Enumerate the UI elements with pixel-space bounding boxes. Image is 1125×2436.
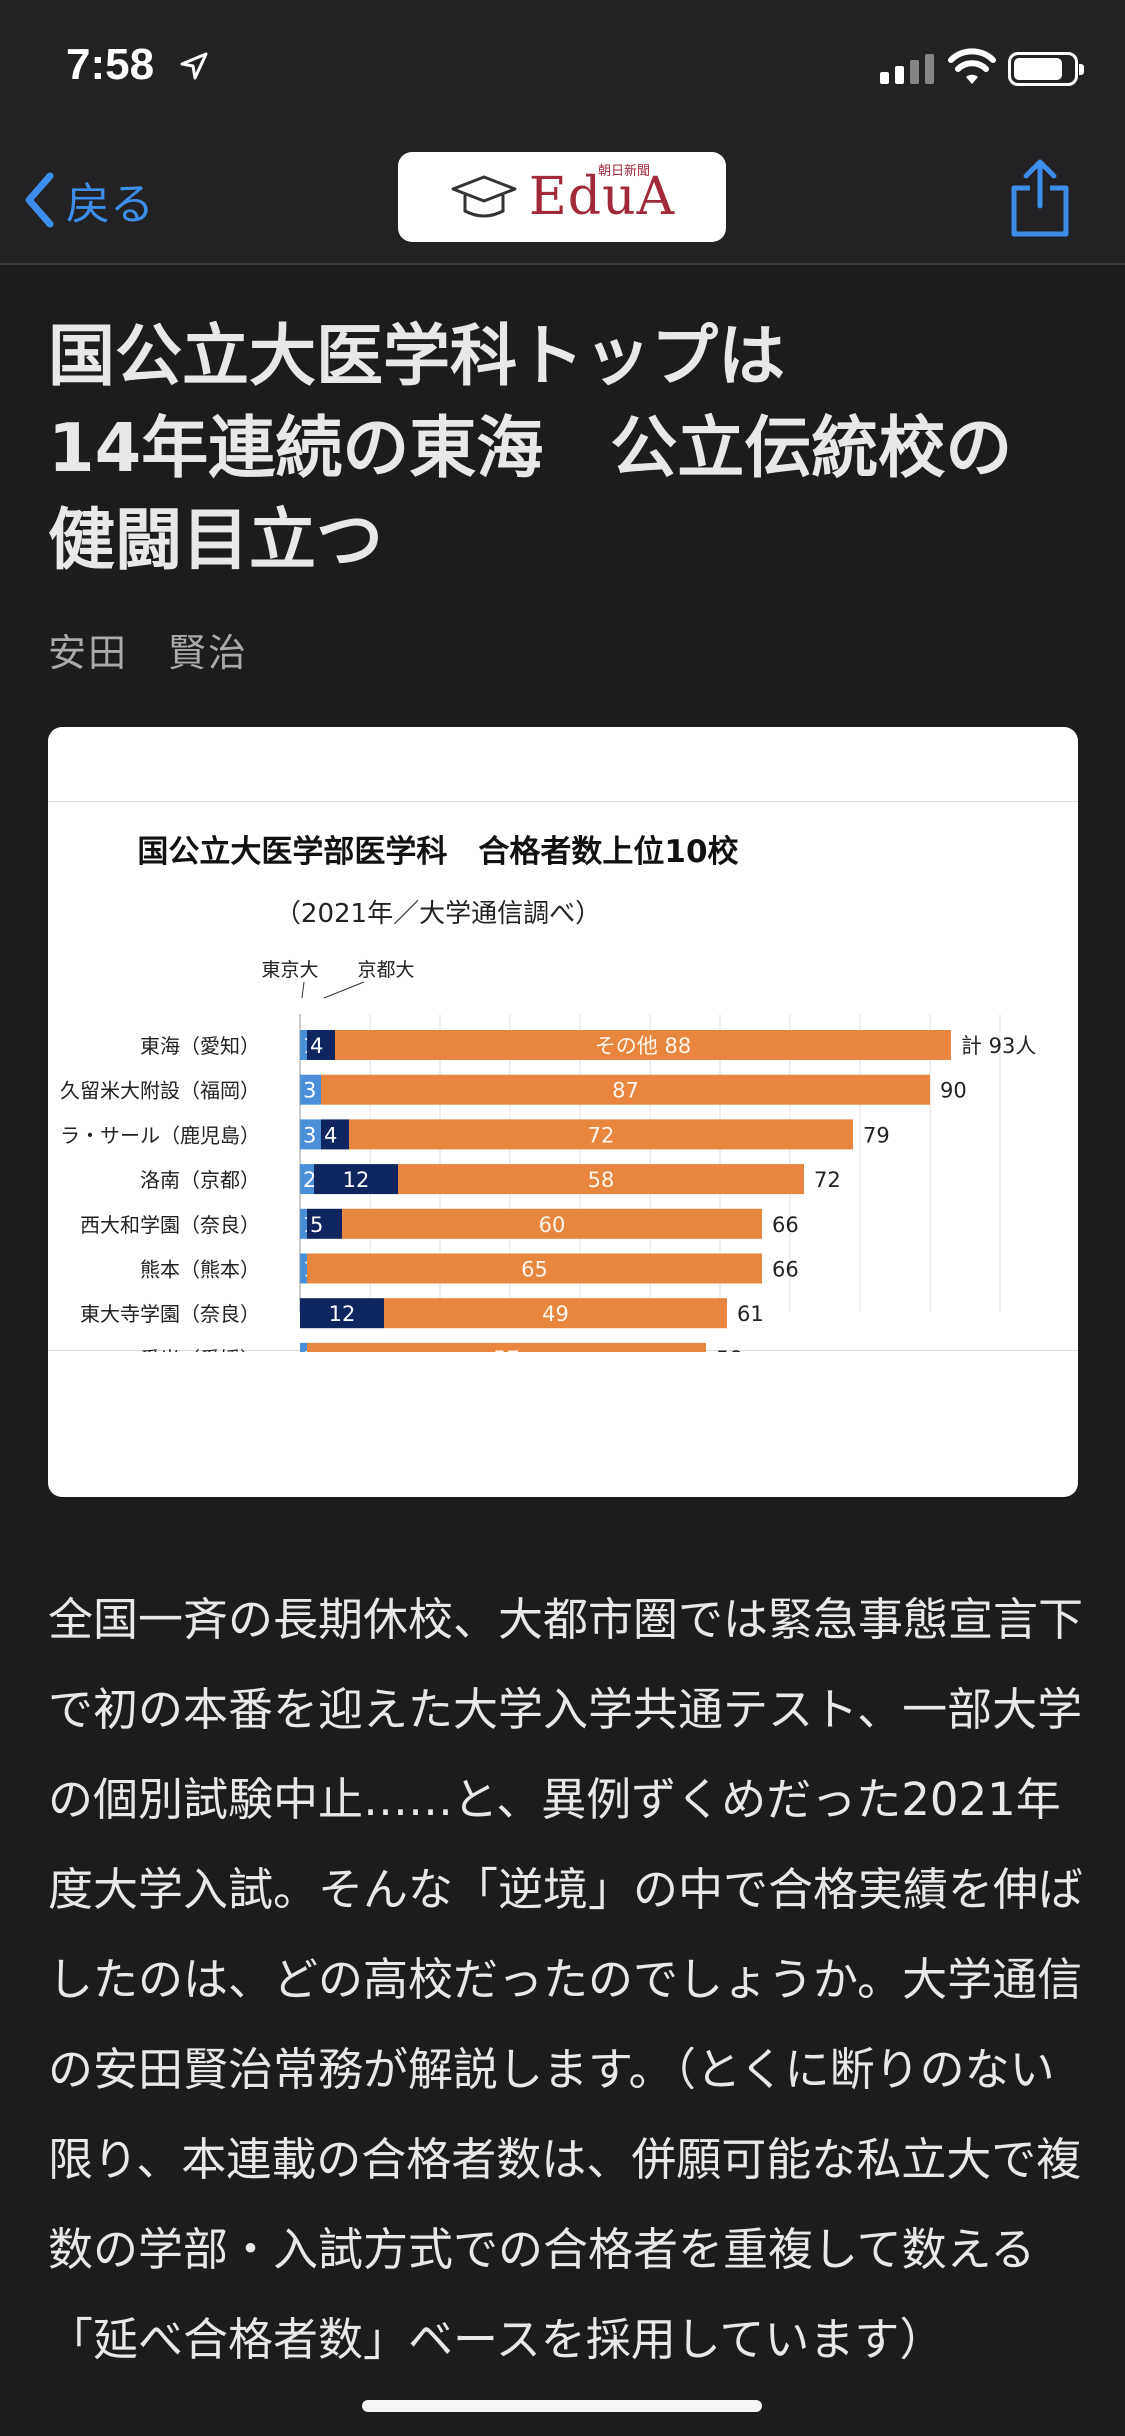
bar-value-label: 4 [324,1123,337,1147]
series-label-todai: 東京大 [261,959,318,981]
bar-value-label: 12 [343,1168,370,1192]
navigation-bar: 戻る EduA 朝日新聞 [0,140,1125,265]
battery-icon [1008,52,1084,86]
bar-value-label: 4 [310,1034,323,1058]
bar-segment [300,1074,321,1105]
bar-value-label: 3 [303,1123,316,1147]
back-label: 戻る [66,179,154,230]
logo-subtext: 朝日新聞 [598,164,651,179]
series-leader-line [301,981,305,999]
bar-segment [335,1030,951,1060]
bar-segment [300,1208,307,1239]
bar-segment [300,1298,384,1329]
home-indicator [362,2400,762,2412]
series-leader-line [323,981,365,999]
category-label: 洛南（京都） [140,1168,260,1192]
wifi-icon [948,48,996,84]
title-line: 健闘目立つ [48,501,383,579]
bar-value-label: その他 88 [595,1034,691,1058]
bar-segment [300,1030,307,1060]
category-label: 久留米大附設（福岡） [60,1079,260,1103]
bar-segment [300,1253,307,1284]
category-label: 東海（愛知） [140,1034,260,1058]
chart-figure[interactable]: 国公立大医学部医学科 合格者数上位10校 （2021年／大学通信調べ） 東京大 京都大… [48,727,1078,1497]
bar-segment [300,1164,314,1195]
bar-value-label: 57 [493,1347,520,1352]
article-title: 国公立大医学科トップは 14年連続の東海 公立伝統校の 健闘目立つ [48,310,1088,586]
title-line: 14年連続の東海 公立伝統校の [48,409,1013,487]
bar-segment [300,1119,321,1150]
bar-value-label: 5 [310,1213,323,1237]
total-label: 72 [814,1168,841,1192]
location-arrow-icon [180,52,208,80]
logo-text: EduA [528,167,676,227]
back-button[interactable]: 戻る [24,168,154,232]
category-label: ラ・サール（鹿児島） [60,1123,260,1147]
bar-segment [321,1119,349,1150]
bar-segment [307,1253,762,1284]
bar-segment [307,1030,335,1060]
total-label: 58 [716,1347,743,1352]
share-icon[interactable] [1008,158,1072,238]
article-body: 全国一斉の長期休校、大都市圏では緊急事態宣言下で初の本番を迎えた大学入学共通テス… [48,1593,1084,2366]
total-label: 66 [772,1213,799,1237]
bar-value-label: 65 [521,1258,548,1282]
category-label: 東大寺学園（奈良） [80,1302,260,1326]
category-label: 愛光（愛媛） [140,1347,260,1352]
bar-value-label: 12 [329,1302,356,1326]
chart-title: 国公立大医学部医学科 合格者数上位10校 [137,834,738,870]
bar-value-label: 49 [542,1302,569,1326]
bar-value-label: 60 [539,1213,566,1237]
title-line: 国公立大医学科トップは [48,317,785,395]
total-label: 90 [940,1079,967,1103]
series-label-kyodai: 京都大 [357,959,414,981]
total-label: 66 [772,1258,799,1282]
category-label: 西大和学園（奈良） [80,1213,260,1237]
article-author: 安田 賢治 [48,631,249,675]
chart-frame: 国公立大医学部医学科 合格者数上位10校 （2021年／大学通信調べ） 東京大 京都大… [48,801,1078,1463]
status-time: 7:58 [66,40,155,89]
bar-segment [349,1119,853,1150]
bar-segment [398,1164,804,1195]
edua-logo: EduA 朝日新聞 [398,152,726,242]
bar-segment [384,1298,727,1329]
chart-subtitle: （2021年／大学通信調べ） [275,899,601,929]
chevron-left-icon [25,172,54,228]
total-label: 61 [737,1302,764,1326]
bar-segment [307,1208,342,1239]
bar-chart: 国公立大医学部医学科 合格者数上位10校 （2021年／大学通信調べ） 東京大 京都大… [60,834,1036,1463]
bar-segment [342,1208,762,1239]
bar-value-label: 72 [588,1123,615,1147]
status-bar: 7:58 [0,0,1125,140]
bar-value-label: 2 [303,1168,316,1192]
cellular-signal-icon [880,54,934,84]
category-label: 熊本（熊本） [140,1258,260,1282]
graduation-cap-icon [451,175,517,218]
total-label: 79 [863,1123,890,1147]
bar-value-label: 87 [612,1079,639,1103]
total-label: 計 93人 [961,1034,1036,1058]
bar-value-label: 58 [588,1168,615,1192]
bar-segment [321,1074,930,1105]
bar-value-label: 3 [303,1079,316,1103]
bar-segment [314,1164,398,1195]
